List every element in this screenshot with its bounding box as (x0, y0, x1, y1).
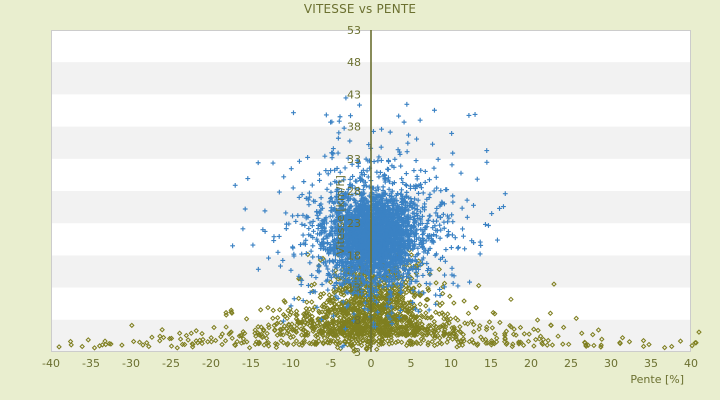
y-tick-label: 48 (347, 56, 361, 69)
x-tick-label: -30 (122, 357, 140, 370)
x-tick-label: 10 (444, 357, 458, 370)
y-tick-label: 33 (347, 153, 361, 166)
y-tick-label: 38 (347, 121, 361, 134)
y-tick-label: 43 (347, 88, 361, 101)
x-tick-label: -40 (42, 357, 60, 370)
x-tick-label: 5 (408, 357, 415, 370)
y-tick-label: 13 (347, 282, 361, 295)
x-tick-label: -5 (326, 357, 337, 370)
x-tick-label: 30 (604, 357, 618, 370)
y-tick-label: 23 (347, 217, 361, 230)
x-tick-label: -10 (282, 357, 300, 370)
x-axis-tick-labels: -40 -35 -30 -25 -20 -15 -10 -5 0 5 10 15 20 25 30 35 40 (42, 357, 698, 370)
series-blue-points (230, 95, 508, 350)
x-tick-label: 0 (368, 357, 375, 370)
y-tick-label: 28 (347, 185, 361, 198)
y-tick-label: 8 (354, 314, 361, 327)
x-tick-label: -25 (162, 357, 180, 370)
y-tick-label: 3 (354, 346, 361, 359)
x-tick-label: 20 (524, 357, 538, 370)
x-tick-label: -20 (202, 357, 220, 370)
y-axis-title: Vitesse [km/h] (334, 175, 347, 255)
x-tick-label: 15 (484, 357, 498, 370)
x-tick-label: 35 (644, 357, 658, 370)
x-tick-label: 40 (684, 357, 698, 370)
x-axis-title: Pente [%] (630, 373, 684, 386)
y-tick-label: 53 (347, 24, 361, 37)
x-tick-label: -15 (242, 357, 260, 370)
x-tick-label: 25 (564, 357, 578, 370)
x-tick-label: -35 (82, 357, 100, 370)
y-tick-label: 18 (347, 249, 361, 262)
chart-title: VITESSE vs PENTE (303, 2, 417, 16)
